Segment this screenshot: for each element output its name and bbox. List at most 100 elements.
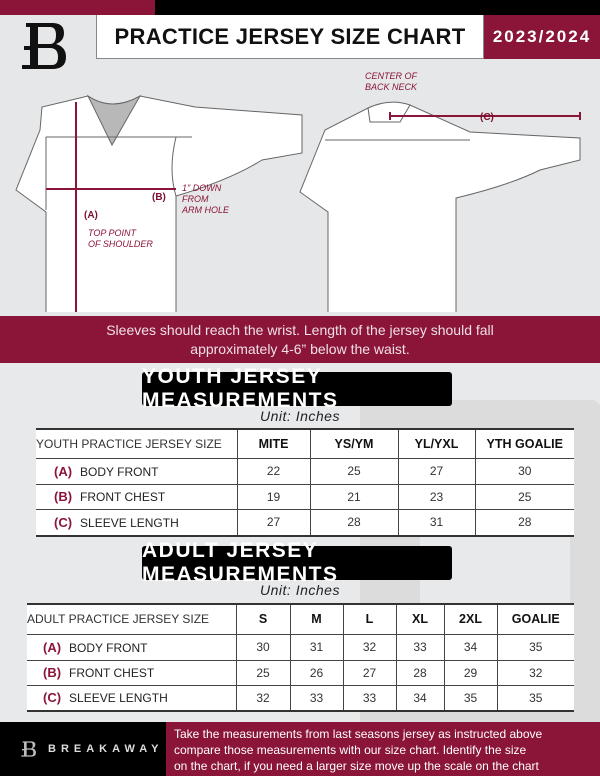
table-cell: 28: [309, 508, 398, 537]
youth-heading: YOUTH JERSEY MEASUREMENTS: [142, 365, 452, 412]
measurement-code: (A): [43, 639, 62, 655]
table-cell: (C) SLEEVE LENGTH: [36, 508, 237, 537]
table-cell: 28: [474, 508, 574, 537]
text-line: BACK NECK: [365, 82, 418, 92]
table-cell: 27: [397, 457, 475, 485]
fit-instructions-banner: Sleeves should reach the wrist. Length o…: [0, 316, 600, 363]
measurement-code: (C): [54, 514, 73, 530]
text-line: Sleeves should reach the wrist. Length o…: [106, 322, 494, 338]
top-point-label: TOP POINT OF SHOULDER: [88, 228, 153, 250]
text-line: TOP POINT: [88, 228, 137, 238]
text-line: on the chart, if you need a larger size …: [174, 759, 539, 773]
table-cell: (B) FRONT CHEST: [27, 659, 236, 686]
table-cell: 25: [309, 457, 398, 485]
adult-size-table: ADULT PRACTICE JERSEY SIZE S M L XL 2XL …: [27, 603, 574, 712]
column-header: 2XL: [443, 603, 497, 635]
table-header-row: ADULT PRACTICE JERSEY SIZE S M L XL 2XL …: [27, 603, 574, 635]
measurement-code: (B): [54, 489, 73, 504]
text-line: ARM HOLE: [182, 205, 230, 215]
measurement-label: FRONT CHEST: [80, 490, 166, 504]
breakaway-logo: [22, 23, 66, 69]
text-line: compare those measurements with our size…: [174, 743, 527, 757]
column-header: L: [342, 603, 396, 635]
table-row: (C) SLEEVE LENGTH 32 33 33 34 35 35: [27, 684, 574, 712]
table-cell: 30: [235, 633, 290, 661]
table-row: (B) FRONT CHEST 19 21 23 25: [36, 483, 574, 510]
top-black-bar: [155, 0, 600, 15]
table-cell: 33: [395, 633, 444, 661]
column-header: ADULT PRACTICE JERSEY SIZE: [27, 603, 236, 635]
table-cell: 23: [397, 483, 475, 510]
table-cell: 35: [496, 633, 574, 661]
footer-brand: BREAKAWAY: [0, 722, 166, 776]
table-cell: 35: [443, 684, 497, 712]
table-cell: 26: [289, 659, 343, 686]
text-line: Take the measurements from last seasons …: [174, 727, 543, 741]
youth-size-table: YOUTH PRACTICE JERSEY SIZE MITE YS/YM YL…: [36, 428, 574, 537]
breakaway-logo-small: [21, 741, 36, 757]
adult-heading: ADULT JERSEY MEASUREMENTS: [142, 539, 452, 586]
brand-name: BREAKAWAY: [48, 743, 164, 755]
measurement-code: (A): [54, 463, 73, 479]
page-title: PRACTICE JERSEY SIZE CHART: [96, 15, 484, 59]
column-header: M: [289, 603, 343, 635]
top-accent-bar: [0, 0, 155, 15]
table-cell: 32: [496, 659, 574, 686]
table-cell: 27: [236, 508, 310, 537]
column-header: XL: [395, 603, 444, 635]
table-cell: 31: [397, 508, 475, 537]
youth-unit: Unit: Inches: [260, 408, 340, 424]
table-cell: 19: [236, 483, 310, 510]
label-b: (B): [152, 192, 166, 203]
measurement-code: (B): [43, 665, 62, 680]
table-cell: 25: [474, 483, 574, 510]
table-cell: 28: [395, 659, 444, 686]
table-cell: (A) BODY FRONT: [27, 633, 236, 661]
column-header: S: [235, 603, 290, 635]
table-cell: (B) FRONT CHEST: [36, 483, 237, 510]
measurement-label: SLEEVE LENGTH: [80, 515, 179, 530]
table-cell: 32: [342, 633, 396, 661]
column-header: YTH GOALIE: [474, 428, 574, 459]
table-cell: 22: [236, 457, 310, 485]
column-header: YS/YM: [309, 428, 398, 459]
text-line: approximately 4-6” below the waist.: [190, 341, 410, 357]
column-header: YL/YXL: [397, 428, 475, 459]
table-cell: 30: [474, 457, 574, 485]
column-header: GOALIE: [496, 603, 574, 635]
table-cell: 21: [309, 483, 398, 510]
measurement-code: (C): [43, 690, 62, 706]
measurement-label: SLEEVE LENGTH: [69, 691, 168, 706]
table-cell: 29: [443, 659, 497, 686]
column-header: MITE: [236, 428, 310, 459]
table-row: (A) BODY FRONT 22 25 27 30: [36, 457, 574, 485]
table-cell: 34: [395, 684, 444, 712]
measurement-label: FRONT CHEST: [69, 666, 155, 680]
season-badge: 2023/2024: [484, 15, 600, 59]
table-cell: 35: [496, 684, 574, 712]
table-cell: 34: [443, 633, 497, 661]
table-cell: 27: [342, 659, 396, 686]
table-row: (A) BODY FRONT 30 31 32 33 34 35: [27, 633, 574, 661]
table-cell: 33: [342, 684, 396, 712]
table-cell: 25: [235, 659, 290, 686]
table-row: (C) SLEEVE LENGTH 27 28 31 28: [36, 508, 574, 537]
table-cell: (C) SLEEVE LENGTH: [27, 684, 236, 712]
label-a: (A): [84, 210, 98, 221]
watermark-logo: [360, 400, 600, 722]
text-line: FROM: [182, 194, 209, 204]
text-line: CENTER OF: [365, 71, 418, 81]
text-line: 1" DOWN: [182, 183, 222, 193]
table-header-row: YOUTH PRACTICE JERSEY SIZE MITE YS/YM YL…: [36, 428, 574, 459]
table-cell: (A) BODY FRONT: [36, 457, 237, 485]
adult-unit: Unit: Inches: [260, 582, 340, 598]
table-cell: 31: [289, 633, 343, 661]
table-cell: 33: [289, 684, 343, 712]
arm-hole-label: 1" DOWN FROM ARM HOLE: [182, 183, 229, 216]
footer-instructions: Take the measurements from last seasons …: [166, 722, 600, 776]
table-row: (B) FRONT CHEST 25 26 27 28 29 32: [27, 659, 574, 686]
text-line: OF SHOULDER: [88, 239, 153, 249]
measurement-label: BODY FRONT: [69, 640, 148, 655]
jersey-diagram: [15, 94, 581, 312]
table-cell: 32: [235, 684, 290, 712]
